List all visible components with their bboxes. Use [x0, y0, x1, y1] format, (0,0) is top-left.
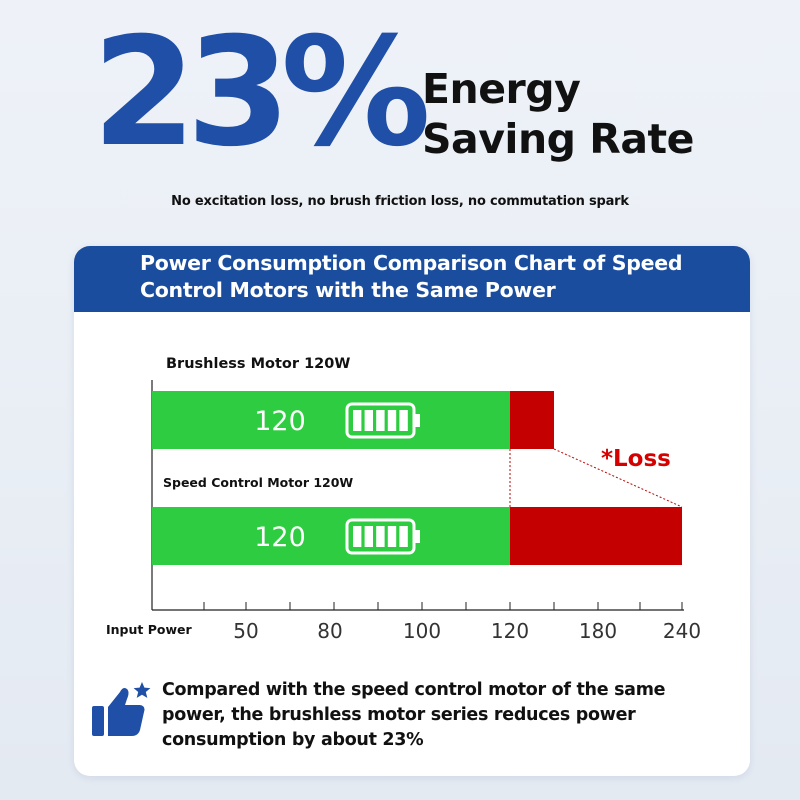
bar-loss: [510, 391, 554, 449]
bar-value-label: 120: [254, 522, 306, 553]
x-tick-label: 80: [317, 619, 342, 643]
battery-full-icon: [345, 518, 420, 555]
bar-value-label: 120: [254, 406, 306, 437]
bar-output: [152, 391, 510, 449]
x-tick-label: 180: [579, 619, 617, 643]
x-tick-label: 100: [403, 619, 441, 643]
subtitle: No excitation loss, no brush friction lo…: [171, 194, 629, 209]
bar-loss: [510, 507, 682, 565]
chart-card-header: Power Consumption Comparison Chart of Sp…: [74, 246, 750, 312]
footer-note: Compared with the speed control motor of…: [90, 678, 730, 758]
chart-title: Power Consumption Comparison Chart of Sp…: [140, 251, 683, 302]
energy-saving-label-line2: Saving Rate: [422, 115, 694, 163]
bar-output: [152, 507, 510, 565]
category-label: Speed Control Motor 120W: [163, 475, 353, 490]
thumbs-up-star-icon: [92, 682, 151, 736]
loss-connector-line: [553, 448, 683, 508]
headline: 23% Energy Saving Rate: [0, 0, 800, 190]
footer-text: Compared with the speed control motor of…: [162, 680, 666, 750]
battery-full-icon: [345, 402, 420, 439]
loss-annotation: *Loss: [601, 446, 671, 472]
energy-saving-label-line1: Energy: [422, 65, 581, 113]
category-label: Brushless Motor 120W: [166, 356, 350, 372]
x-tick-label: 50: [233, 619, 258, 643]
energy-saving-label: Energy Saving Rate: [422, 64, 694, 164]
energy-saving-percent: 23%: [92, 6, 431, 180]
x-tick-label: 120: [491, 619, 529, 643]
x-axis-label: Input Power: [106, 622, 192, 637]
x-tick-label: 240: [663, 619, 701, 643]
